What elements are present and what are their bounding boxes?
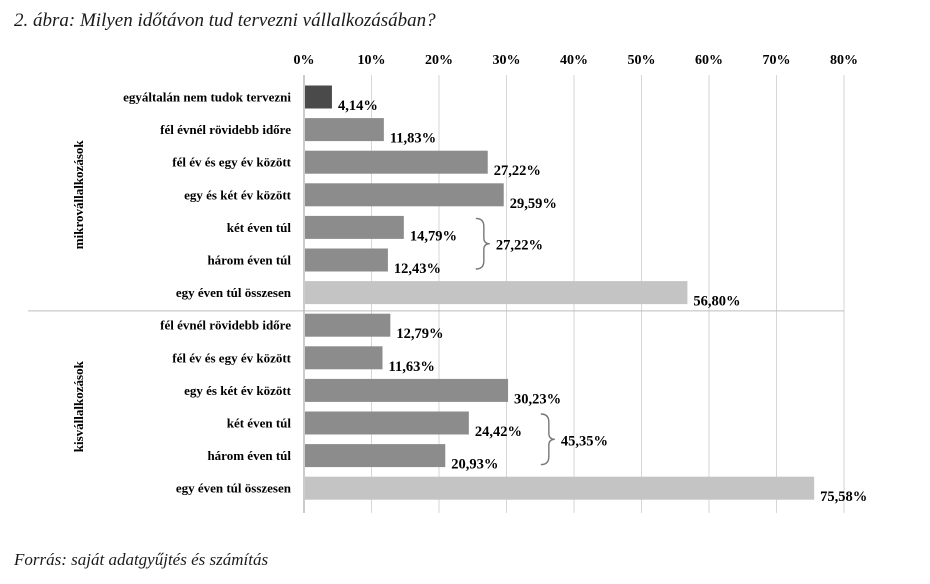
bars: egyáltalán nem tudok tervezni 4,14% fél év… [123,85,867,505]
category-label: fél évnél rövidebb időre [160,122,291,137]
category-label: fél év és egy év között [172,155,291,170]
value-label: 12,43% [394,261,441,277]
bar [305,85,332,109]
value-label: 4,14% [338,98,378,114]
bar [305,281,688,305]
category-label: egy és két év között [184,383,292,398]
category-label: egy éven túl összesen [176,285,292,300]
category-label: egy és két év között [184,187,292,202]
x-tick-label: 20% [425,53,453,68]
value-label: 11,63% [389,359,435,375]
figure-title: 2. ábra: Milyen időtávon tud tervezni vá… [14,10,436,31]
category-label: egyáltalán nem tudok tervezni [123,90,291,105]
bar [305,215,404,239]
category-label: három éven túl [207,448,291,463]
value-label: 20,93% [451,457,498,473]
value-label: 30,23% [514,391,561,407]
x-tick-label: 50% [628,53,656,68]
value-label: 27,22% [494,163,541,179]
x-tick-labels: 0% 10% 20% 30% 40% 50% 60% 70% 80% [294,53,859,68]
x-tick-label: 10% [358,53,386,68]
x-tick-label: 70% [763,53,791,68]
bar [305,313,391,337]
x-tick-label: 40% [560,53,588,68]
bar [305,378,509,402]
x-tick-label: 30% [493,53,521,68]
group-label: kisvállalkozások [71,360,86,452]
brace-total-label: 27,22% [496,238,543,254]
group-label: mikrovállalkozások [71,140,86,250]
brace-total-label: 45,35% [561,433,608,449]
value-label: 56,80% [693,294,740,310]
category-label: fél évnél rövidebb időre [160,318,291,333]
bar [305,118,384,142]
bar [305,150,488,174]
x-tick-label: 0% [294,53,315,68]
value-label: 29,59% [510,196,557,212]
group-labels: mikrovállalkozások kisvállalkozások [71,140,86,453]
x-tick-label: 80% [830,53,858,68]
value-label: 11,83% [390,131,436,147]
value-label: 75,58% [820,489,867,505]
bar [305,411,469,435]
value-label: 12,79% [396,326,443,342]
category-label: két éven túl [227,416,292,431]
brace [540,413,555,466]
bar [305,476,815,500]
category-label: három éven túl [207,253,291,268]
x-tick-label: 60% [695,53,723,68]
bar [305,346,383,370]
bar [305,248,388,272]
bar [305,183,504,207]
value-label: 14,79% [410,228,457,244]
category-label: két éven túl [227,220,292,235]
brace [475,217,490,270]
category-label: egy éven túl összesen [176,481,292,496]
category-label: fél év és egy év között [172,350,291,365]
source-note: Forrás: saját adatgyűjtés és számítás [14,550,269,569]
bar [305,444,446,468]
value-label: 24,42% [475,424,522,440]
